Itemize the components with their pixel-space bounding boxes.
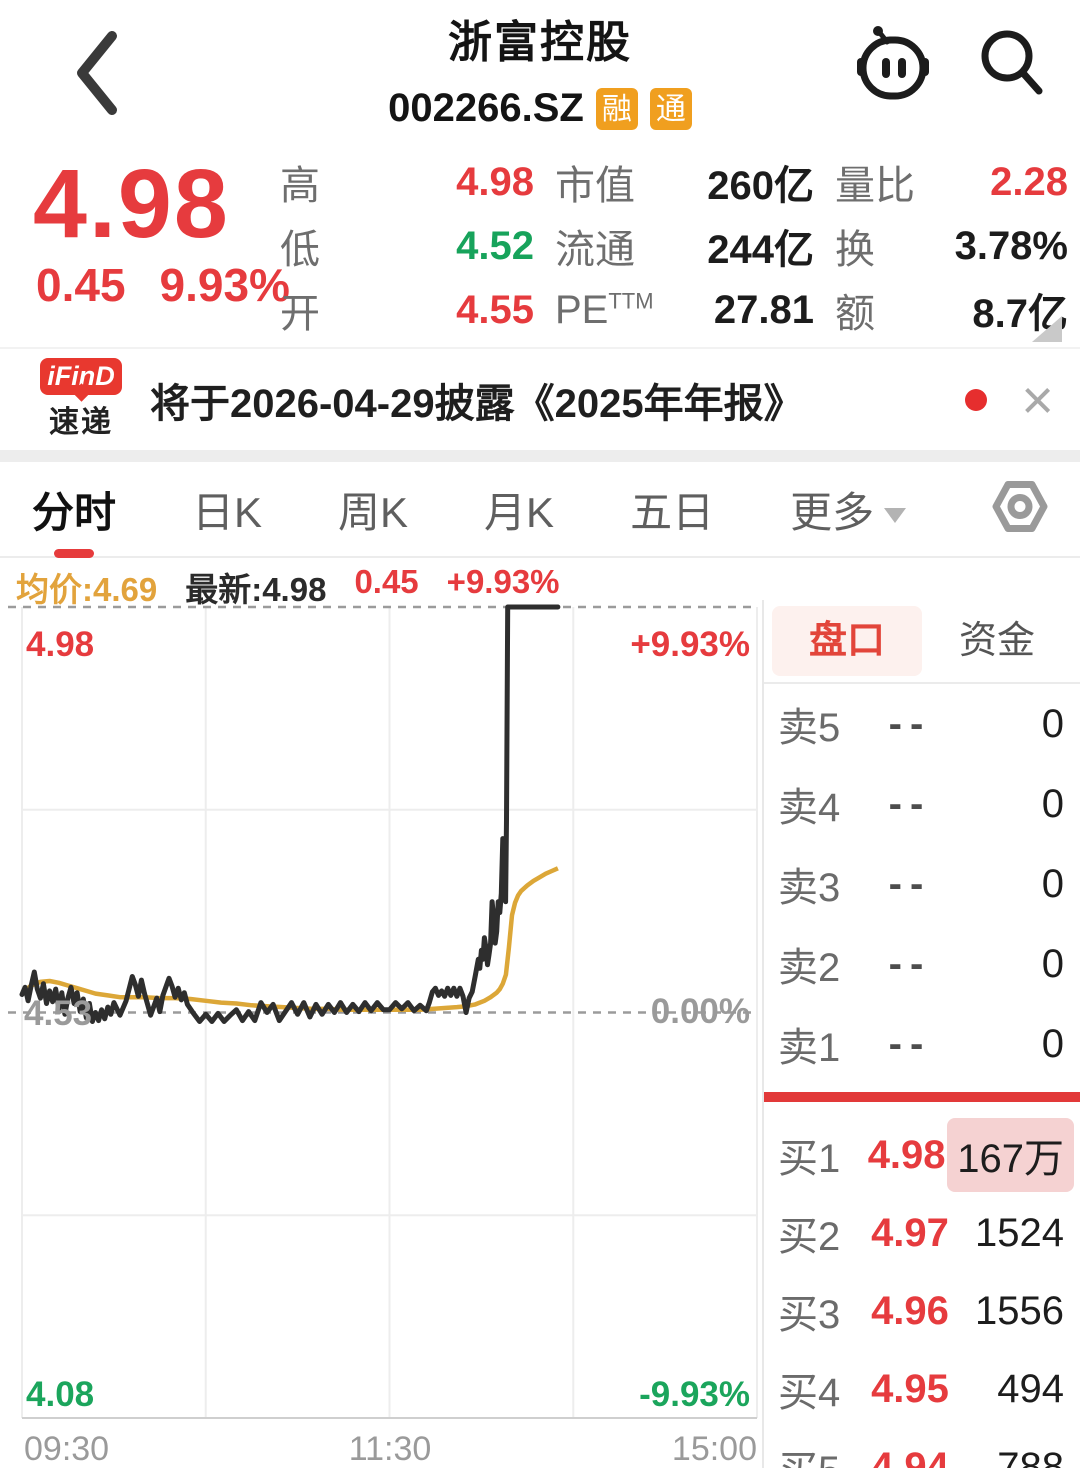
ask-row-3[interactable]: 卖3 -- 0 — [778, 861, 1064, 911]
stat-market-cap: 市值 260亿 — [555, 164, 814, 208]
bid-row-5[interactable]: 买5 4.94 788 — [778, 1444, 1064, 1469]
pct-min-label: -9.93% — [639, 1375, 750, 1414]
bid-row-3[interactable]: 买3 4.96 1556 — [778, 1288, 1064, 1338]
search-icon[interactable] — [978, 27, 1044, 102]
stock-code: 002266.SZ — [388, 86, 584, 130]
news-bar: iFinD 速递 将于2026-04-29披露《2025年年报》 × — [0, 347, 1080, 450]
stock-connect-badge: 通 — [649, 87, 692, 130]
stock-title-block: 浙富控股 002266.SZ 融 通 — [0, 6, 1080, 131]
section-divider — [0, 450, 1080, 462]
chart-period-tabs: 分时 日K 周K 月K 五日 更多 — [0, 462, 1080, 558]
bid-ask-divider — [764, 1092, 1080, 1102]
header: 浙富控股 002266.SZ 融 通 — [0, 0, 1080, 140]
chart-legend: 均价:4.69 最新:4.98 0.45 +9.93% — [16, 563, 560, 611]
bid1-volume-highlight: 167万 — [947, 1118, 1074, 1192]
legend-last-price: 最新:4.98 — [185, 571, 327, 608]
ai-assistant-icon[interactable] — [854, 22, 932, 107]
bid-row-4[interactable]: 买4 4.95 494 — [778, 1366, 1064, 1416]
pct-max-label: +9.93% — [630, 625, 750, 664]
time-label-close: 15:00 — [672, 1430, 757, 1468]
quote-summary: 4.98 0.45 9.93% 高 4.98 市值 260亿 量比 2.28 低… — [0, 140, 1080, 347]
stat-open: 开 4.55 — [280, 287, 534, 337]
tab-monthly-k[interactable]: 月K — [484, 488, 555, 536]
news-headline[interactable]: 将于2026-04-29披露《2025年年报》 — [150, 381, 804, 426]
y-min-label: 4.08 — [26, 1375, 94, 1414]
price-change: 0.45 9.93% — [36, 258, 290, 312]
unread-dot — [965, 388, 988, 411]
margin-trading-badge: 融 — [595, 87, 638, 130]
last-price: 4.98 — [33, 149, 230, 258]
chart-settings-icon[interactable] — [990, 478, 1050, 541]
legend-change: 0.45 — [354, 563, 419, 600]
stats-grid: 高 4.98 市值 260亿 量比 2.28 低 4.52 流通 244亿 换 … — [280, 150, 1068, 342]
expand-stats-icon[interactable] — [1032, 316, 1062, 342]
stock-title: 浙富控股 — [448, 18, 632, 67]
time-label-noon: 11:30 — [349, 1430, 432, 1468]
tab-intraday[interactable]: 分时 — [32, 479, 116, 558]
ask-row-4[interactable]: 卖4 -- 0 — [778, 781, 1064, 831]
chevron-down-icon — [884, 507, 907, 523]
tab-more[interactable]: 更多 — [790, 479, 907, 540]
tab-daily-k[interactable]: 日K — [192, 488, 263, 536]
stat-turnover-rate: 换 3.78% — [835, 223, 1068, 273]
pct-mid-label: 0.00% — [651, 992, 750, 1031]
time-label-open: 09:30 — [24, 1430, 109, 1468]
bid-row-1[interactable]: 买1 4.98 167万 — [764, 1116, 1080, 1194]
tab-five-day[interactable]: 五日 — [630, 488, 715, 536]
change-value: 0.45 — [36, 259, 126, 311]
legend-change-pct: +9.93% — [446, 563, 560, 600]
back-chevron-icon — [77, 31, 117, 115]
back-button[interactable] — [74, 30, 118, 116]
active-tab-underline — [54, 548, 94, 558]
stat-volume-ratio: 量比 2.28 — [835, 159, 1068, 209]
tab-weekly-k[interactable]: 周K — [338, 488, 409, 536]
tab-order-book[interactable]: 盘口 — [772, 606, 922, 676]
legend-avg-price: 均价:4.69 — [16, 571, 158, 608]
stat-low: 低 4.52 — [280, 223, 534, 273]
y-mid-label: 4.53 — [24, 994, 92, 1033]
close-icon[interactable]: × — [1021, 367, 1054, 431]
change-percent: 9.93% — [159, 259, 290, 311]
ask-row-2[interactable]: 卖2 -- 0 — [778, 941, 1064, 991]
stat-pe-ttm: PETTM 27.81 — [555, 287, 814, 332]
stat-float-cap: 流通 244亿 — [555, 228, 814, 272]
bid-row-2[interactable]: 买2 4.97 1524 — [778, 1210, 1064, 1260]
stat-high: 高 4.98 — [280, 159, 534, 209]
intraday-chart[interactable]: 4.98 +9.93% 4.53 0.00% 4.08 -9.93% 09:30… — [0, 600, 762, 1468]
ifind-express-badge: iFinD 速递 — [40, 358, 122, 441]
ask-row-1[interactable]: 卖1 -- 0 — [778, 1021, 1064, 1071]
tab-funds[interactable]: 资金 — [958, 620, 1035, 662]
y-max-label: 4.98 — [26, 625, 94, 664]
order-book-panel: 盘口 资金 卖5 -- 0 卖4 -- 0 卖3 -- 0 卖2 -- 0 卖1… — [762, 600, 1080, 1468]
ask-row-5[interactable]: 卖5 -- 0 — [778, 701, 1064, 751]
